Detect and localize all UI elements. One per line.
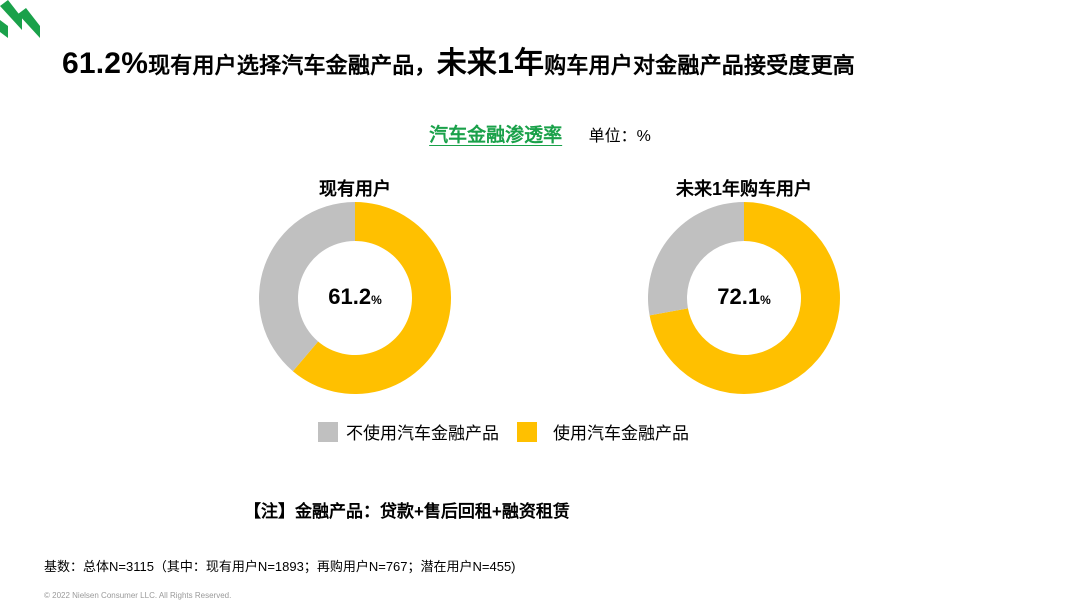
donut-slice-using-1 [649, 202, 840, 394]
donut-chart-existing [259, 202, 451, 394]
chart-title: 汽车金融渗透率 [429, 125, 563, 146]
donut-center-unit-existing: % [371, 293, 382, 307]
unit-label: 单位：% [588, 128, 651, 145]
page-title: 61.2%现有用户选择汽车金融产品，未来1年购车用户对金融产品接受度更高 [62, 38, 855, 82]
donut-center-future: 72.1% [694, 284, 794, 310]
legend-label-using: 使用汽车金融产品 [553, 424, 689, 443]
chart-legend: 不使用汽车金融产品 使用汽车金融产品 [318, 419, 707, 444]
nielsen-logo-icon [0, 0, 40, 38]
chart-header: 汽车金融渗透率 单位：% [0, 120, 1080, 147]
legend-item-not-using: 不使用汽车金融产品 [318, 419, 499, 444]
title-percent: 61.2% [62, 47, 149, 80]
copyright-text: © 2022 Nielsen Consumer LLC. All Rights … [44, 591, 232, 600]
donut-chart-future [648, 202, 840, 394]
donut-slice-using-0 [292, 202, 451, 394]
donut-center-value-future: 72.1 [717, 284, 761, 309]
legend-label-not-using: 不使用汽车金融产品 [346, 424, 499, 443]
donut-slice-not-using-1 [648, 202, 744, 316]
footnote: 【注】金融产品：贷款+售后回租+融资租赁 [244, 502, 570, 521]
base-sample-text: 基数：总体N=3115（其中：现有用户N=1893；再购用户N=767；潜在用户… [44, 559, 516, 574]
donut-slice-not-using-0 [259, 202, 355, 372]
donut-center-value-existing: 61.2 [328, 284, 372, 309]
legend-swatch-yellow [517, 421, 537, 442]
donut-center-unit-future: % [760, 293, 771, 307]
donut-title-future: 未来1年购车用户 [675, 179, 812, 199]
legend-swatch-gray [318, 421, 338, 442]
title-text-2: 购车用户对金融产品接受度更高 [544, 53, 855, 78]
legend-item-using: 使用汽车金融产品 [517, 419, 689, 444]
title-future: 未来1年 [436, 47, 545, 80]
donut-title-existing: 现有用户 [319, 179, 391, 199]
title-text-1: 现有用户选择汽车金融产品， [148, 53, 437, 78]
donut-center-existing: 61.2% [305, 284, 405, 310]
